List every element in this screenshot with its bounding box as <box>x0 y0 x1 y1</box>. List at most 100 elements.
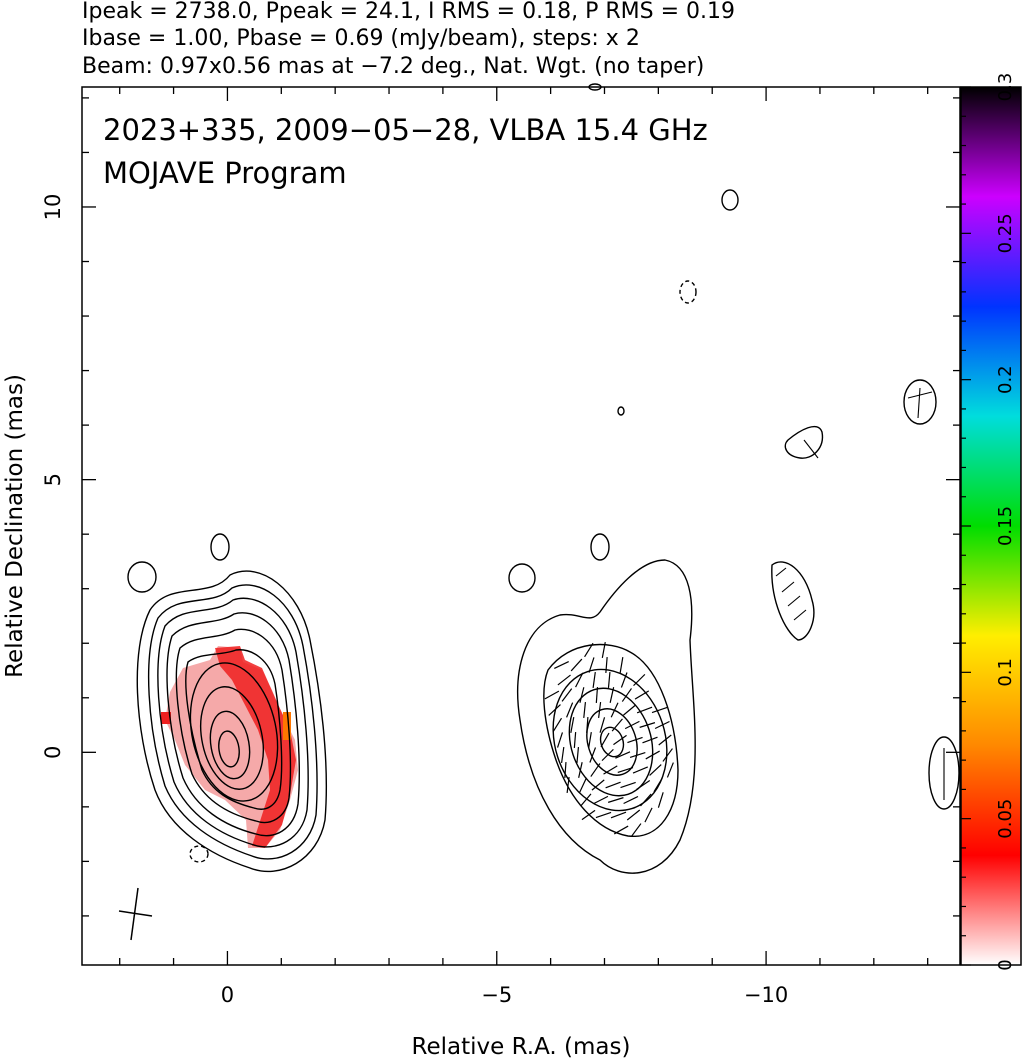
plot-frame <box>81 86 961 966</box>
blob-vector <box>781 581 795 593</box>
evpa-vector <box>557 674 571 686</box>
colorbar-tick-label: 0.05 <box>995 799 1016 839</box>
evpa-vector <box>566 776 570 794</box>
evpa-vector <box>632 766 649 774</box>
evpa-vector <box>589 747 597 763</box>
blob-contour-a <box>127 561 157 593</box>
evpa-vector <box>607 671 611 689</box>
y-tick-label: 10 <box>41 194 65 221</box>
x-tick-label: −5 <box>481 983 512 1007</box>
colorbar-ticks: 0 0.05 0.1 0.15 0.2 0.25 0.3 <box>961 73 1016 971</box>
blob-contour-b <box>210 533 230 561</box>
evpa-vector <box>617 766 634 774</box>
evpa-vector <box>651 706 668 714</box>
evpa-vector <box>561 746 565 764</box>
beam-marker <box>118 887 153 941</box>
evpa-vector <box>592 671 596 689</box>
blob-contour-j <box>928 736 960 810</box>
colorbar-tick-label: 0 <box>995 959 1016 970</box>
evpa-vector <box>564 761 567 779</box>
evpa-vector <box>623 704 637 716</box>
evpa-vector <box>603 765 618 775</box>
core-contour-5 <box>175 628 292 824</box>
secondary-contours <box>517 559 696 874</box>
evpa-vector <box>610 811 627 819</box>
core-contour-4 <box>166 612 300 837</box>
polarization-color-layer <box>161 646 298 848</box>
evpa-vector <box>578 762 583 778</box>
evpa-vector <box>599 717 606 733</box>
blob-contour-h <box>903 379 937 425</box>
blob-vector <box>787 595 801 607</box>
core-contour-7 <box>189 662 279 802</box>
core-contour-2 <box>147 584 318 860</box>
secondary-contour-3 <box>552 668 668 812</box>
blob-contour-f <box>617 406 625 416</box>
blob-contour-k <box>588 83 602 91</box>
header-line-2: Ibase = 1.00, Pbase = 0.69 (mJy/beam), s… <box>82 26 640 51</box>
evpa-vector <box>581 809 596 821</box>
evpa-vector <box>662 748 673 762</box>
x-axis-label: Relative R.A. (mas) <box>412 1034 631 1060</box>
blob-vector <box>793 609 807 621</box>
evpa-vector <box>601 748 614 762</box>
evpa-vector <box>611 718 623 732</box>
header-line-3: Beam: 0.97x0.56 mas at −7.2 deg., Nat. W… <box>82 54 704 79</box>
evpa-vector <box>580 793 592 807</box>
evpa-vector <box>633 673 646 687</box>
blob-contour-g <box>784 425 824 459</box>
y-axis-label: Relative Declination (mas) <box>2 374 28 678</box>
secondary-contour-5 <box>586 708 638 776</box>
evpa-vector <box>613 734 627 746</box>
x-tick-label: −10 <box>744 983 788 1007</box>
colorbar-tick-label: 0.3 <box>995 73 1016 102</box>
evpa-vector <box>598 701 602 719</box>
header-line-1: Ipeak = 2738.0, Ppeak = 24.1, I RMS = 0.… <box>82 0 735 24</box>
evpa-vector <box>644 807 653 823</box>
secondary-contour-2 <box>543 643 679 837</box>
colorbar-tick-label: 0.15 <box>995 506 1016 546</box>
negative-contour-a <box>679 280 697 304</box>
y-tick-label: 5 <box>41 473 65 486</box>
evpa-vector <box>620 672 628 688</box>
evpa-vector <box>630 823 642 837</box>
blob-vectors <box>775 387 945 800</box>
evpa-vector <box>570 658 583 672</box>
polarization-orange-patch <box>283 712 291 740</box>
polarization-red-edge <box>215 646 296 848</box>
evpa-vector <box>649 764 662 776</box>
blob-contour-i <box>771 561 815 641</box>
evpa-vector <box>609 687 615 703</box>
evpa-vector <box>552 717 563 733</box>
secondary-contour-4 <box>568 687 654 797</box>
core-contour-3 <box>157 597 309 848</box>
evpa-vector <box>642 736 658 744</box>
secondary-contour-1 <box>517 559 696 874</box>
evpa-vector <box>636 706 653 714</box>
core-contour-10 <box>218 730 240 768</box>
evpa-vector <box>544 690 560 700</box>
evpa-vector <box>584 642 594 658</box>
evpa-vector <box>624 720 640 730</box>
panel-title: 2023+335, 2009−05−28, VLBA 15.4 GHz <box>103 113 708 147</box>
evpa-vector <box>593 795 609 805</box>
blob-vector <box>917 387 921 419</box>
beam-minor-axis <box>118 910 153 917</box>
evpa-vector <box>601 642 606 658</box>
evpa-vector <box>620 781 636 789</box>
evpa-vector <box>573 731 577 749</box>
x-tick-label: 0 <box>221 983 234 1007</box>
evpa-vector <box>600 732 610 748</box>
evpa-vector <box>610 702 619 718</box>
evpa-vector <box>607 797 624 803</box>
colorbar-tick-label: 0.2 <box>995 365 1016 394</box>
evpa-vectors <box>544 642 674 837</box>
evpa-vector <box>605 781 621 789</box>
evpa-vector <box>548 704 561 716</box>
evpa-vector <box>613 825 629 835</box>
evpa-vector <box>627 736 643 744</box>
blob-vector <box>775 567 787 577</box>
core-contour-1 <box>136 570 327 873</box>
evpa-vector <box>561 688 573 702</box>
